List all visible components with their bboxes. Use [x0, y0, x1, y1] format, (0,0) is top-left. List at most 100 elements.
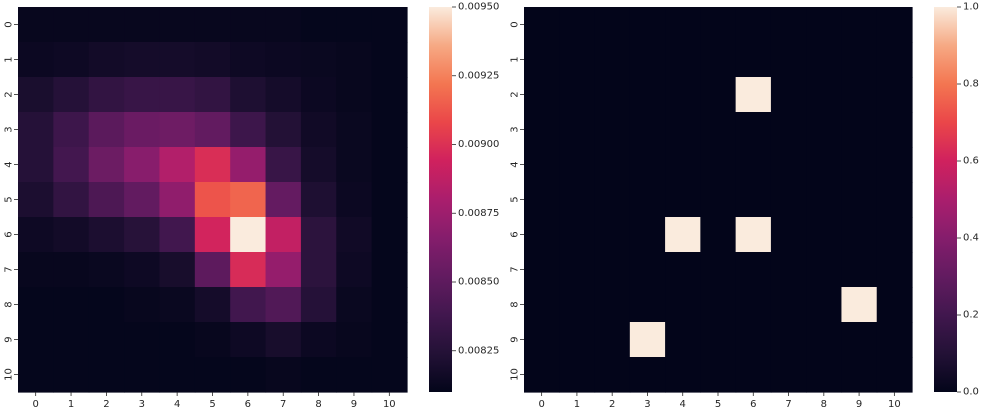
heatmap-cell-r4-c6: [230, 147, 267, 183]
heatmap-cell-r6-c8: [300, 217, 337, 253]
heatmap-cell-r6-c7: [770, 217, 807, 253]
heatmap-cell-r0-c4: [159, 7, 196, 43]
colorbar-tick-label: 0.00850: [458, 277, 499, 288]
heatmap-cell-r9-c7: [770, 322, 807, 358]
colorbar-gradient: [934, 7, 957, 392]
y-tick-label: 6: [510, 231, 521, 237]
heatmap-cell-r5-c4: [665, 182, 701, 218]
heatmap-cell-r3-c0: [18, 112, 54, 148]
heatmap-cell-r3-c1: [53, 112, 90, 148]
heatmap-cell-r5-c9: [336, 182, 373, 218]
heatmap-cell-r4-c8: [806, 147, 843, 183]
heatmap-cell-r6-c1: [559, 217, 596, 253]
y-tick-label: 2: [4, 91, 15, 97]
x-tick-label: 9: [351, 399, 357, 410]
x-tick-label: 7: [785, 399, 791, 410]
heatmap-cell-r1-c9: [841, 42, 878, 78]
heatmap-cell-r10-c9: [841, 357, 878, 393]
heatmap-cell-r4-c10: [371, 147, 408, 183]
x-tick-label: 5: [209, 399, 215, 410]
heatmap-cell-r4-c1: [559, 147, 596, 183]
heatmap-cell-r1-c3: [124, 42, 161, 78]
heatmap-cell-r8-c7: [265, 287, 302, 323]
heatmap-cell-r9-c1: [53, 322, 90, 358]
heatmap-cell-r4-c2: [594, 147, 631, 183]
heatmap-cell-r8-c1: [559, 287, 596, 323]
heatmap-cell-r5-c4: [159, 182, 196, 218]
heatmap-cell-r0-c6: [230, 7, 267, 43]
x-tick-label: 7: [280, 399, 286, 410]
heatmap-cell-r7-c5: [700, 252, 737, 288]
heatmap-cell-r9-c2: [594, 322, 631, 358]
heatmap-cell-r2-c6: [230, 77, 267, 113]
heatmap-cell-r8-c5: [700, 287, 737, 323]
x-tick-label: 2: [609, 399, 615, 410]
heatmap-cell-r10-c4: [159, 357, 196, 393]
heatmap-cell-r5-c0: [18, 182, 54, 218]
heatmap-cell-r9-c7: [265, 322, 302, 358]
y-tick-label: 8: [510, 301, 521, 307]
heatmap-cell-r1-c1: [53, 42, 90, 78]
colorbar-tick-label: 0.6: [963, 156, 979, 167]
y-tick-label: 2: [510, 91, 521, 97]
heatmap-cell-r2-c1: [53, 77, 90, 113]
heatmap-cell-r4-c5: [194, 147, 231, 183]
x-tick-label: 3: [644, 399, 650, 410]
heatmap-cell-r7-c5: [194, 252, 231, 288]
heatmap-cell-r2-c3: [124, 77, 161, 113]
heatmap-cell-r2-c0: [524, 77, 560, 113]
heatmap-cell-r2-c8: [806, 77, 843, 113]
heatmap-cell-r10-c6: [230, 357, 267, 393]
heatmap-cell-r6-c9: [336, 217, 373, 253]
heatmap-cell-r3-c0: [524, 112, 560, 148]
heatmap-cell-r0-c0: [524, 7, 560, 43]
heatmap-cell-r10-c5: [700, 357, 737, 393]
heatmap-cell-r1-c4: [665, 42, 701, 78]
heatmap-cell-r2-c0: [18, 77, 54, 113]
heatmap-cell-r1-c2: [594, 42, 631, 78]
heatmap-cell-r9-c4: [665, 322, 701, 358]
heatmap-cell-r2-c8: [300, 77, 337, 113]
heatmap-cell-r10-c7: [770, 357, 807, 393]
heatmap-cells: [524, 7, 913, 393]
heatmap-cell-r3-c3: [124, 112, 161, 148]
heatmap-cell-r0-c5: [194, 7, 231, 43]
heatmap-cell-r9-c5: [700, 322, 737, 358]
heatmap-cell-r7-c4: [665, 252, 701, 288]
heatmap-cell-r5-c5: [194, 182, 231, 218]
y-tick-label: 10: [4, 368, 15, 381]
heatmap-cell-r7-c2: [594, 252, 631, 288]
heatmap-cell-r7-c6: [230, 252, 267, 288]
heatmap-cell-r10-c2: [88, 357, 125, 393]
heatmap-cell-r0-c8: [806, 7, 843, 43]
x-tick-label: 2: [103, 399, 109, 410]
heatmap-cell-r7-c8: [806, 252, 843, 288]
heatmap-cell-r8-c5: [194, 287, 231, 323]
heatmap-cell-r8-c2: [88, 287, 125, 323]
heatmap-cell-r0-c7: [770, 7, 807, 43]
y-tick-label: 3: [510, 126, 521, 132]
heatmap-cell-r2-c2: [88, 77, 125, 113]
x-tick-label: 8: [821, 399, 827, 410]
heatmap-cell-r0-c8: [300, 7, 337, 43]
heatmap-cell-r5-c8: [806, 182, 843, 218]
colorbar-tick-label: 0.8: [963, 79, 979, 90]
heatmap-cell-r5-c2: [88, 182, 125, 218]
heatmap-cell-r1-c1: [559, 42, 596, 78]
heatmap-cell-r7-c8: [300, 252, 337, 288]
heatmap-cell-r9-c2: [88, 322, 125, 358]
heatmap-cell-r5-c3: [124, 182, 161, 218]
heatmap-cell-r8-c6: [735, 287, 772, 323]
heatmap-cell-r4-c3: [629, 147, 666, 183]
heatmap-cell-r10-c1: [559, 357, 596, 393]
heatmap-cell-r2-c7: [265, 77, 302, 113]
heatmap-cell-r7-c7: [770, 252, 807, 288]
y-axis-ticks: 0 1 2 3 4 5 6 7 8 9 10: [4, 21, 18, 381]
heatmap-cell-r10-c4: [665, 357, 701, 393]
heatmap-cell-r10-c8: [300, 357, 337, 393]
heatmap-cell-r2-c7: [770, 77, 807, 113]
heatmap-cell-r9-c0: [18, 322, 54, 358]
heatmap-cell-r7-c1: [559, 252, 596, 288]
heatmap-cell-r10-c10: [371, 357, 408, 393]
